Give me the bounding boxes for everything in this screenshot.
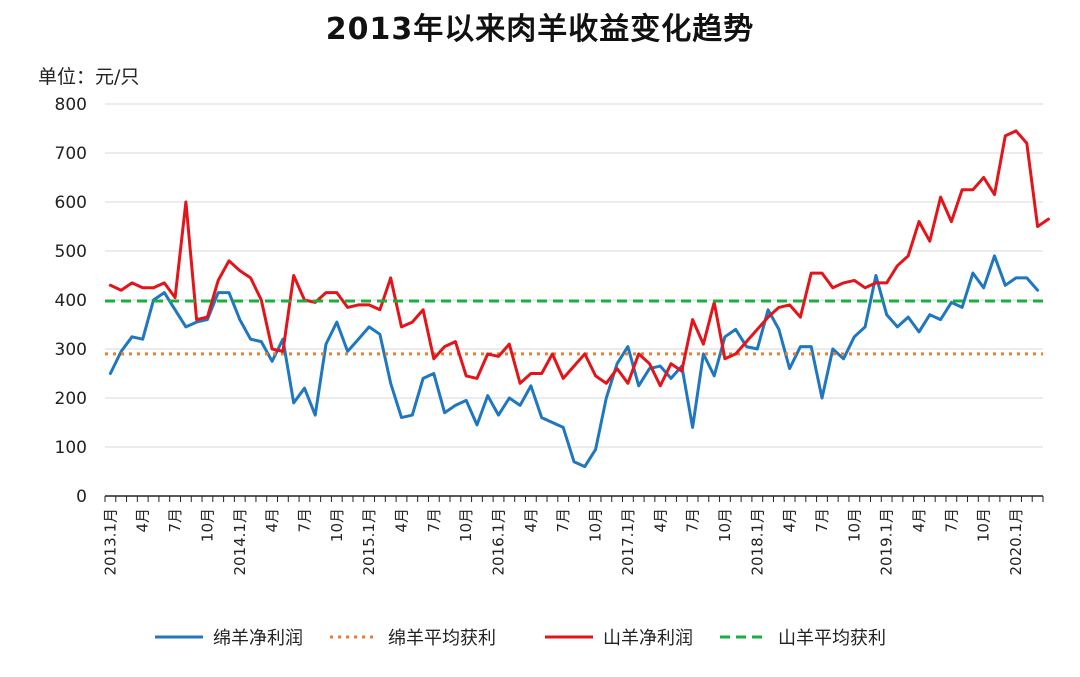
y-tick-label: 500 <box>55 242 87 262</box>
y-tick-label: 300 <box>55 340 87 360</box>
legend-label-2: 山羊净利润 <box>603 628 693 649</box>
x-tick-label: 4月 <box>651 508 669 533</box>
x-tick-label: 7月 <box>942 508 960 533</box>
legend: 绵羊净利润 绵羊平均获利 山羊净利润 山羊平均获利 <box>155 628 886 649</box>
x-axis: 2013.1月 4月 7月 10月 2014.1月 4月 7月 10月 2015.1月 4月 7月 1… <box>101 495 1044 576</box>
y-axis-ticks: 0 100 200 300 400 500 600 700 800 <box>55 95 87 507</box>
x-tick-label: 10月 <box>587 508 605 542</box>
x-tick-label: 2019.1月 <box>878 508 896 576</box>
unit-label: 单位：元/只 <box>38 66 140 88</box>
y-tick-label: 100 <box>55 438 87 458</box>
x-tick-label: 2013.1月 <box>101 508 119 576</box>
series-line-2 <box>108 129 1050 388</box>
chart-title: 2013年以来肉羊收益变化趋势 <box>325 12 755 47</box>
x-tick-label: 2017.1月 <box>619 508 637 576</box>
x-tick-label: 2018.1月 <box>748 508 766 576</box>
x-tick-label: 10月 <box>198 508 216 542</box>
x-tick-label: 7月 <box>684 508 702 533</box>
x-tick-label: 2020.1月 <box>1007 508 1025 576</box>
y-tick-label: 400 <box>55 291 87 311</box>
legend-label-1: 绵羊平均获利 <box>388 628 496 649</box>
y-tick-label: 800 <box>55 95 87 115</box>
x-tick-label: 4月 <box>134 508 152 533</box>
y-tick-label: 200 <box>55 389 87 409</box>
series-line-0 <box>108 254 1040 469</box>
x-tick-label: 4月 <box>522 508 540 533</box>
x-tick-label: 7月 <box>166 508 184 533</box>
y-tick-label: 700 <box>55 144 87 164</box>
x-tick-label: 2014.1月 <box>231 508 249 576</box>
x-tick-label: 10月 <box>328 508 346 542</box>
x-tick-label: 10月 <box>975 508 993 542</box>
x-tick-label: 7月 <box>425 508 443 533</box>
x-tick-label: 4月 <box>392 508 410 533</box>
x-tick-label: 7月 <box>295 508 313 533</box>
x-tick-label: 2016.1月 <box>490 508 508 576</box>
y-tick-label: 600 <box>55 193 87 213</box>
x-tick-label: 10月 <box>716 508 734 542</box>
x-tick-label: 2015.1月 <box>360 508 378 576</box>
x-tick-label: 4月 <box>781 508 799 533</box>
x-tick-label: 10月 <box>845 508 863 542</box>
y-tick-label: 0 <box>76 487 87 507</box>
x-tick-label: 4月 <box>910 508 928 533</box>
x-tick-label: 7月 <box>813 508 831 533</box>
legend-label-3: 山羊平均获利 <box>778 628 886 649</box>
x-tick-label: 10月 <box>457 508 475 542</box>
gridlines <box>105 103 1043 448</box>
legend-label-0: 绵羊净利润 <box>213 628 303 649</box>
series-lines <box>105 129 1050 469</box>
x-tick-label: 4月 <box>263 508 281 533</box>
x-tick-label: 7月 <box>554 508 572 533</box>
